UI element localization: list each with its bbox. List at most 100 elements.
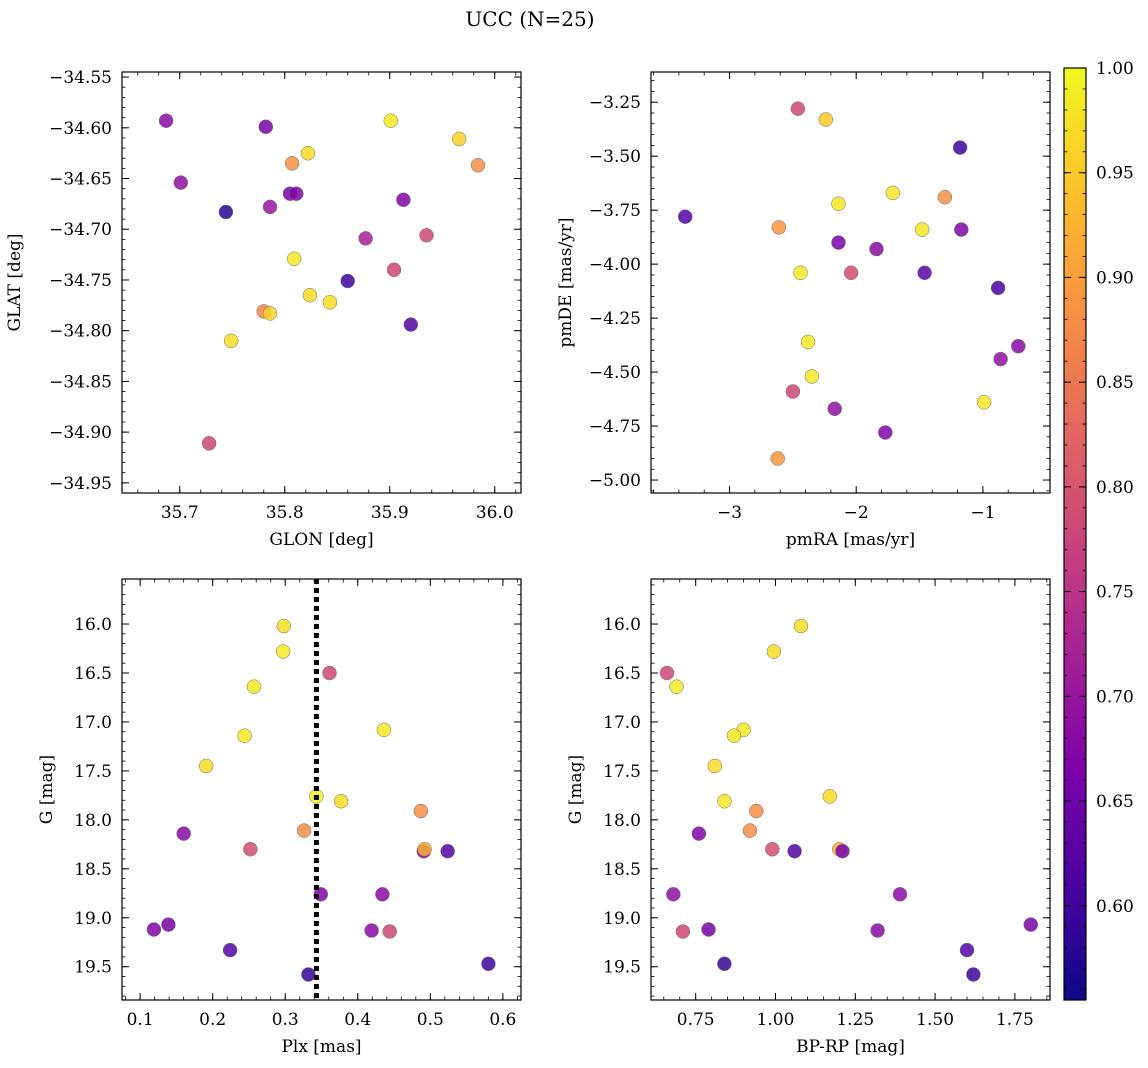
scatter-point bbox=[300, 145, 316, 161]
scatter-point bbox=[669, 679, 684, 694]
scatter-point bbox=[1023, 917, 1039, 932]
x-tick-label: −3 bbox=[717, 503, 742, 523]
scatter-point bbox=[218, 204, 234, 220]
scatter-panel-1: 35.7 35.8 35.9 36.0 −34.55 −34.60 −34.65 −34.70… bbox=[5, 68, 522, 550]
x-tick-label: −2 bbox=[844, 503, 869, 523]
scatter-panel-3: 0.1 0.2 0.3 0.4 0.5 0.6 16.0 16.5 17.0 17.5 18.0 18… bbox=[37, 578, 522, 1057]
scatter-point bbox=[386, 262, 402, 278]
scatter-point bbox=[804, 369, 820, 384]
scatter-point bbox=[869, 241, 884, 257]
scatter-point bbox=[246, 679, 262, 694]
y-tick-label: 19.0 bbox=[603, 909, 641, 929]
scatter-point bbox=[937, 189, 953, 205]
scatter-point bbox=[198, 758, 214, 774]
scatter-point bbox=[770, 451, 785, 466]
scatter-point bbox=[237, 728, 252, 743]
scatter-point bbox=[765, 841, 780, 857]
x-axis-label: GLON [deg] bbox=[269, 530, 373, 550]
axes-frame bbox=[121, 578, 522, 1001]
scatter-point bbox=[258, 119, 274, 135]
scatter-point bbox=[831, 235, 846, 250]
scatter-point bbox=[358, 231, 373, 246]
y-tick-label: −5.00 bbox=[589, 471, 641, 491]
scatter-point bbox=[451, 131, 467, 147]
y-tick-label: 17.5 bbox=[74, 762, 112, 782]
scatter-point bbox=[403, 317, 419, 332]
scatter-point bbox=[691, 826, 707, 841]
scatter-point bbox=[959, 942, 975, 958]
scatter-point bbox=[914, 222, 930, 237]
scatter-point bbox=[785, 384, 801, 399]
y-tick-label: −34.75 bbox=[49, 271, 112, 291]
scatter-point bbox=[831, 196, 846, 211]
points bbox=[677, 101, 1026, 466]
scatter-point bbox=[376, 722, 392, 738]
figure-title: UCC (N=25) bbox=[465, 7, 594, 31]
scatter-panel-4: 0.75 1.00 1.25 1.50 1.75 16.0 16.5 17.0 17.5 18.0… bbox=[566, 578, 1051, 1057]
scatter-point bbox=[161, 917, 176, 932]
x-axis-label: Plx [mas] bbox=[281, 1037, 361, 1057]
axes-frame bbox=[121, 71, 522, 494]
scatter-point bbox=[302, 287, 318, 303]
scatter-point bbox=[701, 922, 716, 937]
scatter-point bbox=[322, 295, 338, 310]
y-axis-label: GLAT [deg] bbox=[5, 233, 25, 331]
scatter-point bbox=[659, 665, 675, 681]
scatter-point bbox=[417, 841, 432, 857]
x-axis-label: BP-RP [mag] bbox=[796, 1037, 905, 1057]
scatter-point bbox=[822, 789, 838, 804]
scatter-point bbox=[340, 273, 355, 289]
scatter-point bbox=[296, 823, 312, 838]
y-tick-label: −4.25 bbox=[589, 309, 641, 329]
colorbar-tick-label: 0.70 bbox=[1096, 687, 1134, 707]
y-tick-label: 19.5 bbox=[603, 958, 641, 978]
scatter-point bbox=[800, 334, 816, 350]
y-tick-label: −34.65 bbox=[49, 170, 112, 190]
y-tick-label: −3.25 bbox=[589, 93, 641, 113]
y-tick-label: 16.5 bbox=[603, 664, 641, 684]
x-tick-label: 1.50 bbox=[916, 1010, 954, 1030]
y-axis-label: G [mag] bbox=[37, 755, 57, 824]
colorbar-gradient bbox=[1063, 67, 1087, 1001]
x-tick-label: 0.4 bbox=[344, 1010, 371, 1030]
scatter-point bbox=[707, 758, 723, 774]
scatter-point bbox=[333, 793, 349, 809]
y-tick-label: 19.5 bbox=[74, 958, 112, 978]
scatter-panel-2: −3 −2 −1 −3.25 −3.50 −3.75 −4.00 −4.25 −4.50 −4.7… bbox=[556, 71, 1051, 550]
y-tick-label: 18.5 bbox=[603, 860, 641, 880]
x-tick-label: 0.3 bbox=[272, 1010, 299, 1030]
scatter-point bbox=[396, 192, 411, 208]
scatter-point bbox=[223, 333, 239, 349]
points bbox=[146, 618, 496, 982]
scatter-point bbox=[301, 967, 316, 982]
scatter-point bbox=[818, 112, 834, 127]
colorbar-tick-label: 0.80 bbox=[1096, 478, 1134, 498]
scatter-point bbox=[440, 843, 455, 859]
scatter-point bbox=[243, 841, 258, 857]
scatter-point bbox=[1011, 338, 1026, 354]
x-tick-label: 1.75 bbox=[996, 1010, 1034, 1030]
scatter-point bbox=[766, 644, 782, 659]
scatter-point bbox=[793, 618, 809, 634]
scatter-point bbox=[158, 113, 174, 128]
scatter-point bbox=[717, 793, 732, 809]
scatter-point bbox=[749, 803, 764, 819]
y-tick-label: 16.0 bbox=[74, 615, 112, 635]
y-tick-label: −4.00 bbox=[589, 255, 641, 275]
scatter-point bbox=[878, 425, 893, 440]
scatter-point bbox=[726, 728, 742, 743]
scatter-point bbox=[382, 924, 397, 939]
scatter-point bbox=[146, 922, 162, 937]
scatter-point bbox=[481, 956, 496, 972]
colorbar-tick-label: 0.65 bbox=[1096, 792, 1134, 812]
scatter-point bbox=[966, 967, 981, 982]
scatter-point bbox=[717, 956, 732, 972]
colorbar: 0.60 0.65 0.70 0.75 0.80 0.85 0.90 0.95 1.00 bbox=[1063, 59, 1134, 1001]
scatter-point bbox=[173, 175, 189, 190]
scatter-point bbox=[322, 665, 337, 681]
scatter-point bbox=[470, 158, 486, 173]
y-axis-label: pmDE [mas/yr] bbox=[556, 217, 576, 347]
x-tick-label: 0.6 bbox=[489, 1010, 516, 1030]
y-tick-label: −4.50 bbox=[589, 363, 641, 383]
